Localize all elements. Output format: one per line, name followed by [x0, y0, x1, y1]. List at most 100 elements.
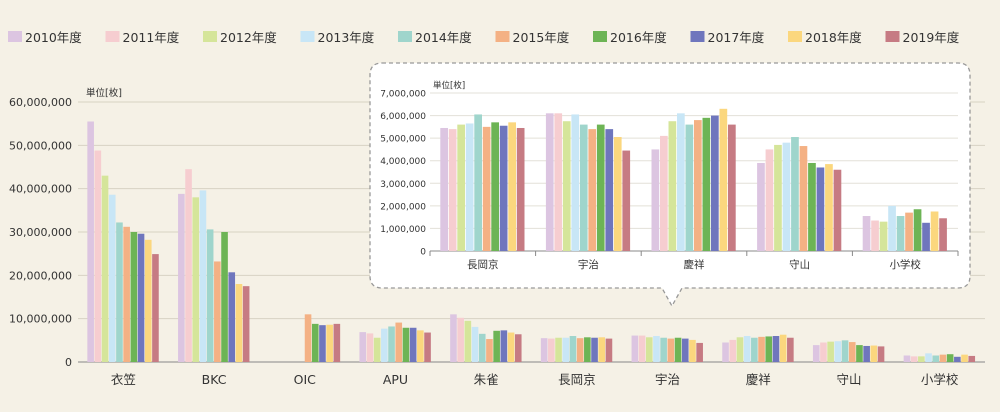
x-tick-label: 宇治 [655, 372, 680, 387]
legend-swatch [203, 31, 217, 42]
inset-bar [719, 108, 728, 251]
legend-swatch [593, 31, 607, 42]
inset-y-tick-label: 0 [420, 248, 426, 258]
bar [631, 335, 639, 362]
inset-bar [545, 113, 554, 251]
inset-bar [871, 220, 879, 251]
bar [729, 339, 737, 362]
legend-label: 2011年度 [123, 30, 180, 45]
bar [736, 337, 744, 362]
bar [576, 338, 584, 362]
bar [359, 332, 367, 362]
bar [333, 323, 341, 362]
bar [787, 337, 794, 362]
y-tick-label: 10,000,000 [9, 313, 72, 326]
bar [910, 356, 918, 362]
bar [478, 333, 486, 362]
inset-bar [622, 150, 631, 251]
inset-bar [862, 216, 871, 251]
bar [178, 193, 185, 362]
inset-y-tick-label: 2,000,000 [380, 202, 426, 212]
inset-bar [896, 216, 905, 251]
bar [812, 345, 820, 362]
legend-label: 2014年度 [415, 30, 472, 45]
bar [584, 337, 591, 362]
bar [144, 239, 152, 362]
bar [591, 337, 598, 362]
bar [116, 222, 123, 362]
y-tick-label: 40,000,000 [9, 183, 72, 196]
x-tick-label: 慶祥 [746, 372, 771, 387]
x-tick-label: APU [383, 372, 408, 387]
inset-chart: 0 1,000,000 2,000,000 3,000,000 4,000,000 5,0… [369, 62, 971, 308]
bar [779, 334, 787, 362]
inset-x-tick-label: 小学校 [889, 258, 921, 271]
bar [94, 150, 102, 362]
bar [130, 232, 138, 362]
bar [722, 342, 729, 362]
legend-label: 2017年度 [708, 30, 765, 45]
y-tick-label: 30,000,000 [9, 226, 72, 239]
bar [464, 320, 472, 362]
bar [834, 341, 842, 362]
inset-bar [757, 162, 765, 251]
bar [653, 336, 660, 362]
x-tick-label: OIC [294, 372, 317, 387]
inset-bar [833, 169, 842, 251]
legend-swatch [105, 31, 120, 42]
bar [939, 354, 947, 362]
inset-bar [448, 129, 457, 251]
bar [856, 345, 863, 362]
bar [681, 338, 689, 362]
bar [101, 175, 109, 362]
inset-y-tick-label: 6,000,000 [380, 112, 426, 122]
x-tick-label: 朱雀 [474, 372, 499, 387]
inset-bar [579, 124, 588, 251]
legend: 2010年度 2011年度 2012年度 2013年度 2014年度 2015年度 2016… [8, 30, 960, 45]
bar [605, 338, 613, 362]
inset-bar [711, 115, 719, 251]
bar [471, 326, 479, 362]
legend-label: 2019年度 [903, 30, 960, 45]
bar [311, 323, 319, 362]
bar [108, 194, 116, 362]
bar [743, 336, 751, 362]
inset-bar [782, 142, 791, 251]
inset-bar [774, 144, 782, 251]
bar [660, 337, 667, 362]
inset-bar [457, 124, 465, 251]
bar [221, 232, 228, 362]
legend-swatch [300, 31, 315, 42]
y-tick-label: 50,000,000 [9, 139, 72, 152]
bar [758, 336, 765, 362]
inset-x-tick-label: 宇治 [578, 258, 599, 271]
bar [638, 335, 646, 362]
inset-bar [651, 149, 660, 251]
legend-swatch [398, 31, 412, 42]
bar [841, 340, 849, 362]
bar [185, 169, 192, 362]
bar [235, 284, 243, 362]
inset-bar [571, 114, 580, 251]
inset-bar [905, 212, 913, 251]
inset-bar [879, 221, 888, 251]
inset-bar [516, 127, 525, 251]
inset-bar [825, 164, 833, 251]
inset-x-tick-label: 慶祥 [684, 258, 705, 271]
bar [598, 337, 606, 362]
inset-x-tick-label: 長岡京 [467, 258, 499, 271]
legend-label: 2015年度 [513, 30, 570, 45]
inset-bar [799, 146, 808, 251]
bar [925, 353, 932, 362]
inset-bar [596, 124, 605, 251]
inset-bar [728, 124, 736, 251]
bar [903, 355, 911, 362]
bar [689, 339, 696, 362]
inset-bar [660, 135, 668, 251]
inset-y-tick-label: 4,000,000 [380, 157, 426, 167]
legend-label: 2010年度 [25, 30, 82, 45]
inset-bar [668, 121, 677, 251]
bar [772, 336, 780, 362]
bar [457, 317, 464, 362]
